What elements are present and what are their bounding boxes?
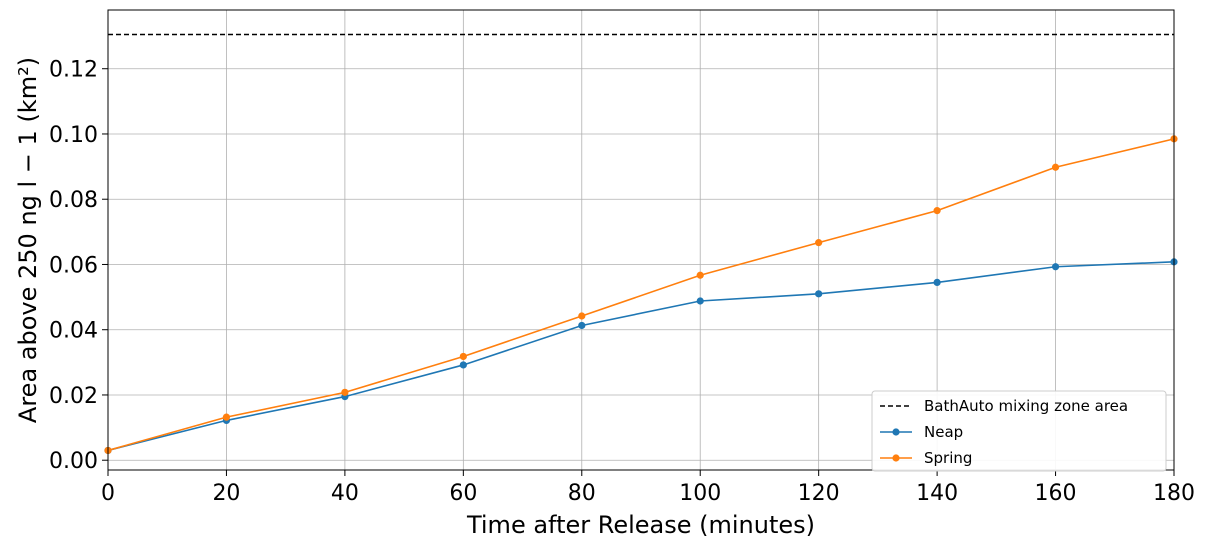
y-tick-label: 0.00: [49, 449, 98, 474]
x-tick-label: 120: [798, 481, 840, 506]
neap-point: [1051, 263, 1060, 271]
y-tick-label: 0.08: [49, 188, 98, 213]
spring-point: [578, 312, 586, 320]
spring-point: [341, 388, 349, 396]
spring-line: [107, 138, 1175, 452]
spring-point: [815, 239, 823, 247]
x-axis-label: Time after Release (minutes): [466, 511, 815, 539]
x-tick-label: 140: [916, 481, 958, 506]
series-layer: [104, 33, 1178, 455]
x-tick-label: 0: [101, 481, 115, 506]
legend-neap-marker: [892, 428, 900, 436]
x-tick-label: 160: [1035, 481, 1077, 506]
spring-point: [933, 207, 941, 215]
neap-point: [459, 361, 467, 369]
y-tick-label: 0.12: [49, 58, 98, 83]
neap-point: [815, 290, 823, 298]
y-tick-label: 0.06: [49, 253, 98, 278]
spring-point: [696, 271, 704, 279]
y-tick-label: 0.04: [49, 319, 98, 344]
y-axis-label: Area above 250 ng l − 1 (km²): [14, 57, 42, 423]
x-tick-label: 20: [212, 481, 240, 506]
x-tick-label: 60: [449, 481, 477, 506]
plot-frame: [107, 9, 1175, 471]
x-tick-label: 40: [331, 481, 359, 506]
neap-point: [933, 278, 941, 287]
legend-reference-label: BathAuto mixing zone area: [924, 397, 1128, 415]
spring-point: [459, 352, 467, 361]
spring-point: [1051, 163, 1060, 171]
neap-point: [578, 321, 586, 330]
x-tick-label: 80: [568, 481, 596, 506]
ticks: 0 20 40 60 80 100 120 140 160 180 0.00 0.02 0.04 0.06…: [49, 58, 1195, 506]
legend-box: [871, 390, 1167, 472]
spring-point: [222, 413, 231, 421]
y-tick-label: 0.02: [49, 384, 98, 409]
legend: BathAuto mixing zone area Neap Spring: [871, 390, 1167, 472]
x-tick-label: 180: [1153, 481, 1195, 506]
legend-spring-label: Spring: [924, 449, 972, 467]
legend-neap-label: Neap: [924, 423, 963, 441]
neap-point: [696, 297, 704, 305]
neap-line: [107, 261, 1175, 452]
x-tick-label: 100: [679, 481, 721, 506]
y-tick-label: 0.10: [49, 123, 98, 148]
legend-spring-marker: [892, 454, 900, 462]
